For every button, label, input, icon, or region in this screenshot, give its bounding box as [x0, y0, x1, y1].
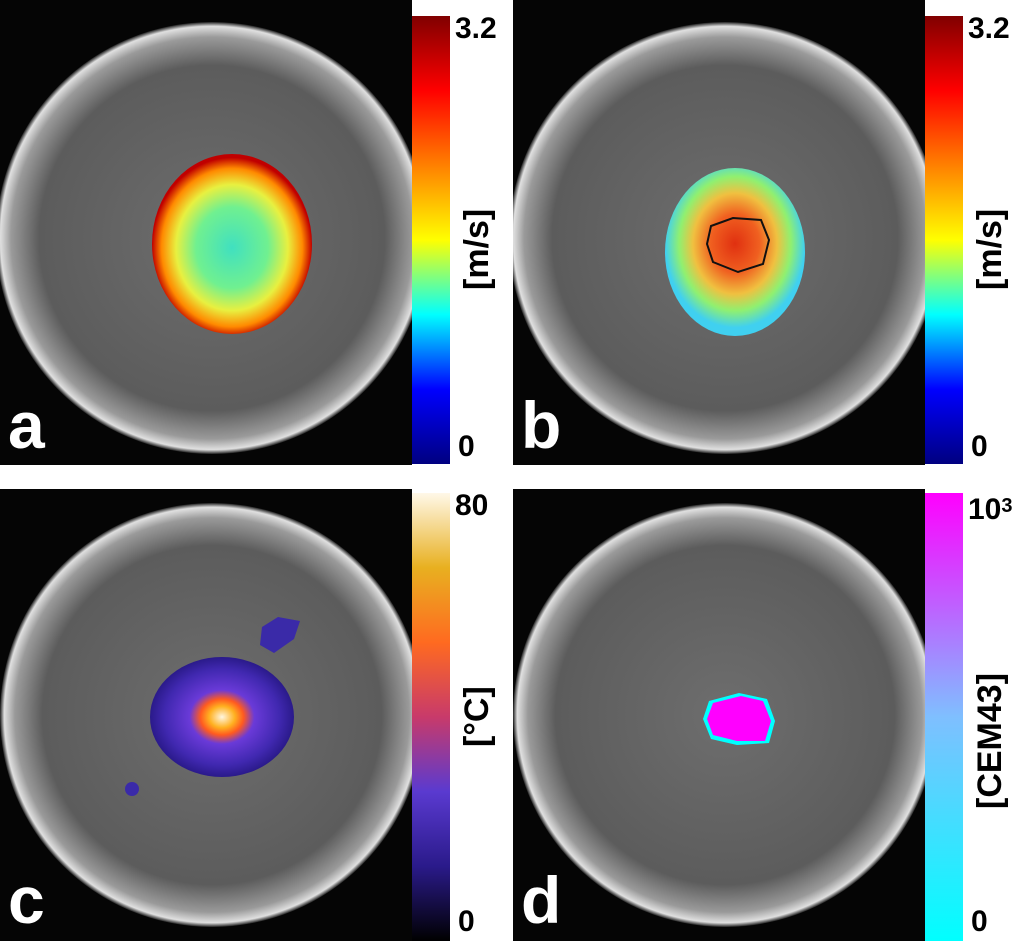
colorbar-unit-d: [CEM43] — [971, 672, 1009, 809]
mri-image-b — [513, 0, 925, 465]
colorbar-min-label-b: 0 — [971, 430, 988, 463]
colorbar-unit-c: [°C] — [458, 686, 496, 747]
colorbar-max-label-b: 3.2 — [968, 12, 1010, 45]
colorbar-a — [412, 16, 450, 464]
panel-letter-b: b — [521, 388, 562, 462]
velocity-map-overlay — [665, 168, 805, 336]
colorbar-max-label-a: 3.2 — [455, 12, 497, 45]
mri-image-d — [513, 489, 925, 941]
velocity-map-overlay — [152, 154, 312, 334]
temperature-artifact — [260, 617, 300, 653]
thermal-dose-region — [707, 696, 771, 741]
mri-scan-c — [0, 503, 412, 927]
mri-image-c — [0, 489, 412, 941]
mri-scan-a — [0, 22, 412, 454]
colorbar-max-label-c: 80 — [455, 489, 489, 522]
mri-scan-d — [513, 503, 925, 927]
panel-letter-a: a — [8, 388, 45, 462]
mri-scan-b — [513, 22, 925, 454]
colorbar-b — [925, 16, 963, 464]
panel-letter-c: c — [8, 863, 45, 937]
colorbar-max-label-d: 103 — [968, 495, 1013, 525]
colorbar-unit-b: [m/s] — [971, 208, 1009, 290]
colorbar-min-label-d: 0 — [971, 905, 988, 938]
panel-letter-d: d — [521, 863, 562, 937]
colorbar-min-label-c: 0 — [458, 905, 475, 938]
colorbar-unit-a: [m/s] — [458, 208, 496, 290]
colorbar-min-label-a: 0 — [458, 430, 475, 463]
colorbar-c — [412, 493, 450, 941]
ablation-contour — [705, 216, 771, 274]
mri-image-a — [0, 0, 412, 465]
colorbar-d — [925, 493, 963, 941]
colorbar-max-base-d: 10 — [968, 493, 1002, 526]
temperature-map-overlay — [150, 657, 294, 777]
temperature-artifact — [125, 782, 139, 796]
colorbar-max-exp-d: 3 — [1001, 495, 1013, 517]
